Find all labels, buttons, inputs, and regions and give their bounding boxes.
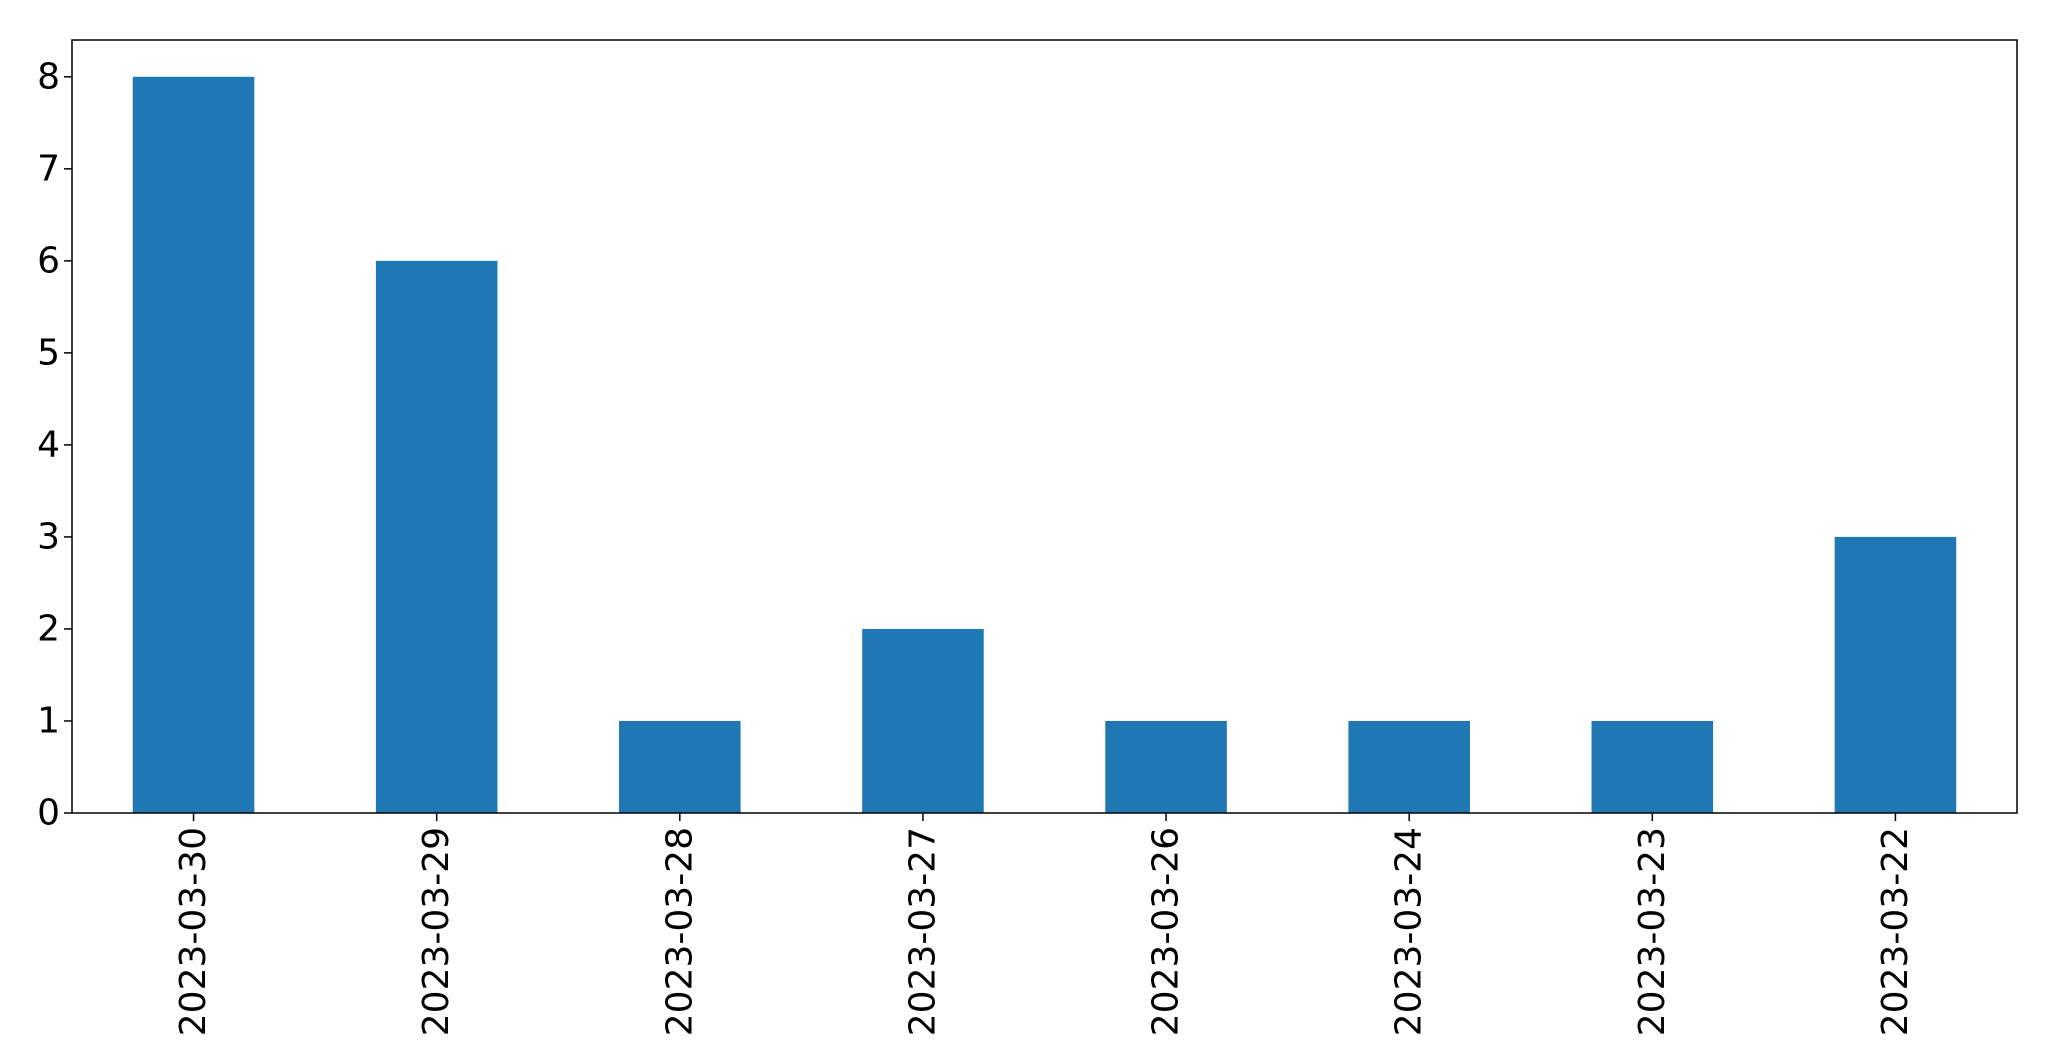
y-tick-label: 4 xyxy=(37,424,60,465)
bar-2023-03-27 xyxy=(862,628,984,813)
x-tick-label: 2023-03-30 xyxy=(173,827,214,1036)
x-tick-label: 2023-03-24 xyxy=(1389,827,1430,1036)
x-tick-label: 2023-03-26 xyxy=(1146,827,1187,1036)
y-axis: 0 1 2 3 4 5 6 7 8 xyxy=(37,56,72,834)
x-tick-label: 2023-03-23 xyxy=(1632,827,1673,1036)
bar-2023-03-24 xyxy=(1348,720,1470,813)
bar-2023-03-28 xyxy=(619,720,741,813)
bar-2023-03-26 xyxy=(1105,720,1227,813)
x-tick-label: 2023-03-27 xyxy=(902,827,943,1036)
x-tick-label: 2023-03-28 xyxy=(659,827,700,1036)
bar-2023-03-23 xyxy=(1591,720,1714,813)
plot-frame xyxy=(71,39,2018,814)
y-tick-label: 2 xyxy=(37,608,60,649)
y-tick-label: 0 xyxy=(37,793,60,834)
y-tick-label: 5 xyxy=(37,332,60,373)
x-axis: 2023-03-30 2023-03-29 2023-03-28 2023-03-27… xyxy=(173,813,1916,1036)
y-tick-label: 8 xyxy=(37,56,60,97)
x-tick-label: 2023-03-29 xyxy=(416,827,457,1036)
bars-layer xyxy=(132,76,1957,814)
bar-2023-03-29 xyxy=(375,260,498,813)
y-tick-label: 1 xyxy=(37,700,60,741)
y-tick-label: 6 xyxy=(37,240,60,281)
bar-2023-03-30 xyxy=(132,76,255,814)
bar-2023-03-22 xyxy=(1834,536,1957,813)
y-tick-label: 3 xyxy=(37,516,60,557)
y-tick-label: 7 xyxy=(37,148,60,189)
x-tick-label: 2023-03-22 xyxy=(1875,827,1916,1036)
